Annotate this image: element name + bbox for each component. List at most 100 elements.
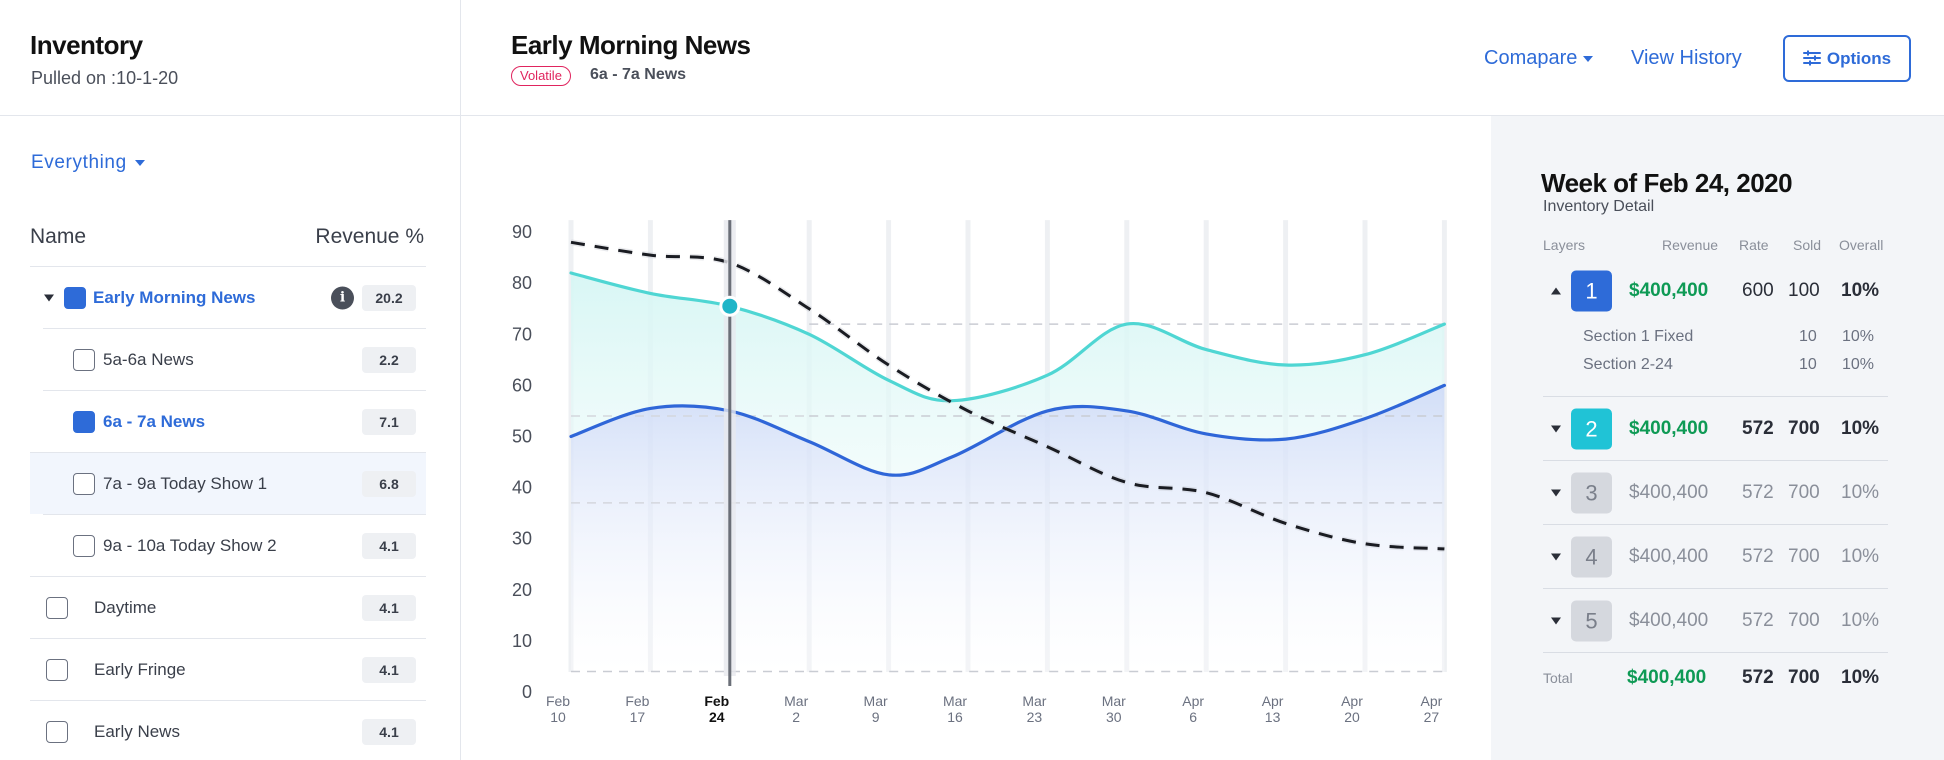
inventory-tree-panel: Everything Name Revenue % Early Morning …	[0, 116, 461, 760]
layer-sold: 700	[1788, 481, 1820, 503]
options-button[interactable]: Options	[1783, 35, 1911, 82]
layer-revenue: $400,400	[1629, 545, 1709, 567]
x-tick-month: Apr	[1182, 693, 1204, 709]
x-tick-day: 9	[872, 709, 880, 725]
layer-revenue: $400,400	[1629, 481, 1709, 503]
layer-revenue: $400,400	[1629, 280, 1709, 301]
x-tick-month: Mar	[784, 693, 808, 709]
column-header-revenue: Revenue %	[315, 225, 424, 248]
y-tick-label: 80	[512, 273, 532, 293]
revenue-badge: 4.1	[362, 718, 416, 745]
checkbox-7a-9a-today-show-1[interactable]	[73, 472, 95, 495]
tree-row-6a-7a-news[interactable]: 6a - 7a News 7.1	[43, 390, 426, 452]
total-sold: 700	[1788, 666, 1820, 688]
layer-revenue: $400,400	[1629, 417, 1709, 439]
sub-row-overall: 10%	[1842, 328, 1875, 345]
x-tick-month: Feb	[625, 693, 649, 709]
revenue-badge: 4.1	[362, 656, 416, 683]
chart-areas	[571, 273, 1445, 672]
x-tick-day: 27	[1424, 709, 1440, 725]
y-tick-label: 40	[512, 478, 532, 498]
layer-overall: 10%	[1841, 545, 1880, 567]
layer-number-badge: 3	[1571, 472, 1612, 513]
tree-row-label: Early News	[94, 721, 180, 741]
layer-rate: 600	[1742, 280, 1774, 301]
revenue-badge: 4.1	[362, 532, 416, 559]
pulled-on-label: Pulled on :	[31, 68, 117, 88]
chart-y-axis: 0 10 20 30 40 50 60 70 80 90	[512, 222, 532, 702]
y-tick-label: 50	[512, 427, 532, 447]
x-tick-month: Feb	[704, 693, 729, 709]
layer-row-2[interactable]: 2 $400,400 572 700 10%	[1543, 396, 1888, 460]
expand-caret-icon[interactable]	[1551, 553, 1561, 560]
column-header-sold: Sold	[1793, 237, 1822, 253]
tree-row-early-news[interactable]: Early News 4.1	[30, 700, 426, 760]
checkbox-early-fringe[interactable]	[46, 658, 68, 681]
sub-row-sold: 10	[1799, 356, 1817, 373]
layer-rate: 572	[1742, 609, 1774, 631]
y-tick-label: 60	[512, 375, 532, 395]
expand-caret-icon[interactable]	[1551, 425, 1561, 432]
chevron-down-icon	[134, 159, 145, 166]
tree-row-label: 9a - 10a Today Show 2	[103, 535, 277, 555]
top-header: Inventory Pulled on :10-1-20 Early Morni…	[0, 0, 1944, 116]
filter-label: Everything	[31, 152, 127, 173]
layer-rate: 572	[1742, 417, 1774, 439]
compare-dropdown[interactable]: Comapare	[1484, 47, 1594, 70]
layer-rate: 572	[1742, 481, 1774, 503]
pulled-on-date: 10-1-20	[116, 68, 179, 88]
x-tick-day: 17	[630, 709, 646, 725]
x-tick-day: 24	[709, 709, 725, 725]
revenue-badge: 6.8	[362, 470, 416, 497]
layer-row-1[interactable]: 1 $400,400 600 100 10%	[1543, 263, 1888, 319]
info-icon[interactable]: i	[331, 286, 354, 309]
checkbox-9a-10a-today-show-2[interactable]	[73, 534, 95, 557]
tree-row-label: 5a-6a News	[103, 349, 194, 369]
program-slot: 6a - 7a News	[590, 66, 687, 83]
y-tick-label: 10	[512, 631, 532, 651]
layer-row-3[interactable]: 3 $400,400 572 700 10%	[1543, 460, 1888, 524]
y-tick-label: 90	[512, 222, 532, 242]
inventory-chart[interactable]: 0 10 20 30 40 50 60 70 80 90 Feb 10 Feb 17 Feb 24 Mar 2 M…	[462, 116, 1491, 760]
tree-row-label: 7a - 9a Today Show 1	[103, 473, 268, 493]
layer-number-badge: 5	[1571, 600, 1612, 641]
tree-row-9a-10a-today-show-2[interactable]: 9a - 10a Today Show 2 4.1	[43, 514, 426, 576]
tree-row-daytime[interactable]: Daytime 4.1	[30, 576, 426, 638]
collapse-caret-icon[interactable]	[1551, 287, 1561, 295]
y-tick-label: 70	[512, 324, 532, 344]
layer-row-4[interactable]: 4 $400,400 572 700 10%	[1543, 524, 1888, 588]
checkbox-6a-7a-news[interactable]	[73, 410, 95, 433]
chart-cursor[interactable]	[719, 220, 741, 686]
tree-row-early-morning-news[interactable]: Early Morning News i 20.2	[30, 266, 426, 328]
x-tick-month: Mar	[1102, 693, 1126, 709]
checkbox-5a-6a-news[interactable]	[73, 348, 95, 371]
tree-row-7a-9a-today-show-1[interactable]: 7a - 9a Today Show 1 6.8	[30, 452, 426, 514]
tree-row-early-fringe[interactable]: Early Fringe 4.1	[30, 638, 426, 700]
view-history-link[interactable]: View History	[1631, 47, 1742, 69]
tree-row-5a-6a-news[interactable]: 5a-6a News 2.2	[43, 328, 426, 390]
x-tick-day: 10	[550, 709, 566, 725]
tree-row-label: 6a - 7a News	[103, 411, 206, 431]
layer-sold: 100	[1788, 280, 1820, 301]
total-label: Total	[1543, 669, 1573, 686]
layer-row-5[interactable]: 5 $400,400 572 700 10%	[1543, 588, 1888, 652]
expand-caret-icon[interactable]	[1551, 489, 1561, 496]
revenue-badge: 2.2	[362, 346, 416, 373]
expand-caret-icon[interactable]	[1551, 617, 1561, 624]
chevron-down-icon	[1583, 55, 1594, 62]
total-revenue: $400,400	[1627, 666, 1707, 688]
total-rate: 572	[1742, 666, 1774, 688]
layer-rate: 572	[1742, 545, 1774, 567]
collapse-caret-icon[interactable]	[44, 294, 54, 301]
column-header-layers: Layers	[1543, 237, 1586, 253]
inventory-header: Inventory Pulled on :10-1-20	[0, 0, 461, 116]
filter-dropdown[interactable]: Everything	[31, 152, 145, 174]
x-tick-month: Mar	[864, 693, 888, 709]
checkbox-early-news[interactable]	[46, 720, 68, 743]
chart-x-axis: Feb10Feb17Feb24Mar2Mar9Mar16Mar23Mar30Ap…	[546, 693, 1443, 725]
checkbox-daytime[interactable]	[46, 596, 68, 619]
column-header-name: Name	[30, 225, 87, 248]
sub-row-sold: 10	[1799, 328, 1817, 345]
checkbox-early-morning-news[interactable]	[64, 286, 86, 309]
